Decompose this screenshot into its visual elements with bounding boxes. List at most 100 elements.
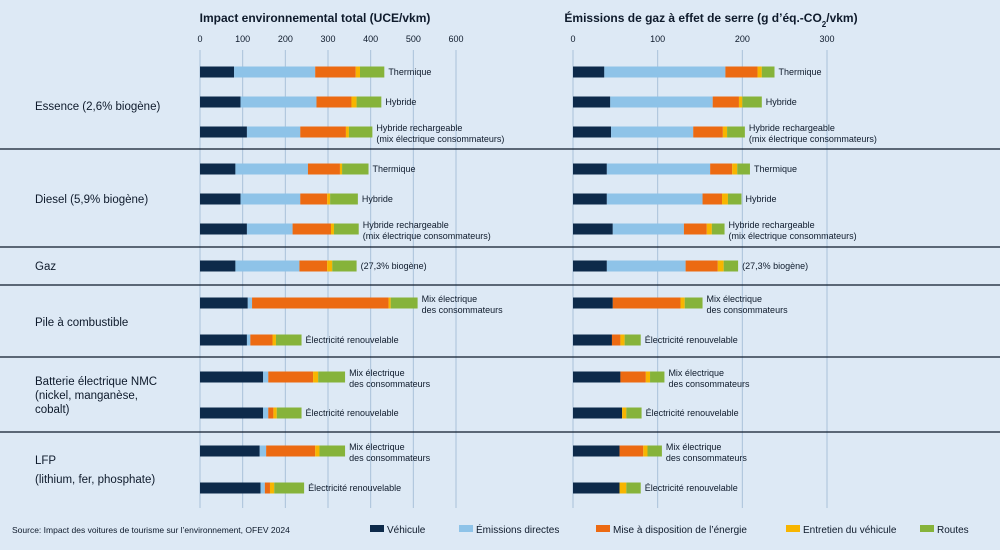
bar-label: Thermique xyxy=(373,164,416,174)
bar-segment-maintenance xyxy=(327,260,333,272)
bar-segment-energy xyxy=(300,193,328,205)
tick-label: 300 xyxy=(819,34,834,44)
bar-segment-roads xyxy=(684,297,703,309)
group-label: Diesel (5,9% biogène) xyxy=(35,194,148,206)
bar-segment-vehicle xyxy=(200,371,264,383)
legend-swatch-vehicle xyxy=(370,525,384,532)
bar-label: (mix électrique consommateurs) xyxy=(363,231,491,241)
bar-label: Hybride xyxy=(385,97,416,107)
bar-segment-energy xyxy=(266,445,316,457)
bar-segment-energy xyxy=(316,96,352,108)
panel-title-ghg: Émissions de gaz à effet de serre (g d’é… xyxy=(564,10,857,29)
bar-segment-roads xyxy=(319,445,346,457)
bar-label: Électricité renouvelable xyxy=(646,408,739,418)
bar-segment-vehicle xyxy=(573,193,607,205)
bar-label: des consommateurs xyxy=(349,379,431,389)
bar-segment-direct xyxy=(234,66,316,78)
panel-title-impact: Impact environnemental total (UCE/vkm) xyxy=(200,11,431,25)
bar-segment-vehicle xyxy=(573,445,620,457)
bar-segment-direct xyxy=(611,126,694,138)
legend-swatch-direct xyxy=(459,525,473,532)
bar-segment-maintenance xyxy=(620,334,625,346)
tick-label: 100 xyxy=(235,34,250,44)
bar-segment-direct xyxy=(246,334,251,346)
legend-label: Mise à disposition de l’énergie xyxy=(613,525,747,536)
bar-segment-direct xyxy=(606,193,703,205)
bar-label: (27,3% biogène) xyxy=(361,261,427,271)
bar-segment-roads xyxy=(742,96,762,108)
bar-label: Thermique xyxy=(754,164,797,174)
bar-segment-maintenance xyxy=(622,407,627,419)
bar-segment-vehicle xyxy=(573,334,612,346)
bar-segment-energy xyxy=(307,163,340,175)
bar-label: des consommateurs xyxy=(668,379,750,389)
bar-segment-roads xyxy=(624,334,641,346)
bar-segment-vehicle xyxy=(200,126,247,138)
bar-segment-direct xyxy=(604,66,726,78)
bar-segment-maintenance xyxy=(269,482,275,494)
bar-segment-direct xyxy=(606,260,686,272)
bar-segment-energy xyxy=(693,126,723,138)
tick-label: 0 xyxy=(197,34,202,44)
bar-segment-maintenance xyxy=(643,445,648,457)
bar-segment-direct xyxy=(263,371,269,383)
bar-segment-direct xyxy=(247,297,253,309)
tick-label: 200 xyxy=(278,34,293,44)
bar-segment-maintenance xyxy=(706,223,712,235)
bar-segment-vehicle xyxy=(200,260,236,272)
bar-segment-maintenance xyxy=(313,371,319,383)
bar-segment-direct xyxy=(259,445,267,457)
bar-segment-vehicle xyxy=(573,482,620,494)
bar-segment-roads xyxy=(318,371,346,383)
bar-segment-vehicle xyxy=(200,482,261,494)
bar-segment-energy xyxy=(619,445,644,457)
bar-segment-roads xyxy=(330,193,358,205)
bar-segment-direct xyxy=(606,163,711,175)
bar-label: Électricité renouvelable xyxy=(645,483,738,493)
bar-label: (mix électrique consommateurs) xyxy=(376,134,504,144)
bar-segment-direct xyxy=(246,126,301,138)
bar-segment-maintenance xyxy=(330,223,334,235)
bar-label: Hybride xyxy=(745,194,776,204)
bar-segment-roads xyxy=(342,163,369,175)
bar-segment-vehicle xyxy=(573,96,611,108)
bar-segment-vehicle xyxy=(573,297,613,309)
group-label: Pile à combustible xyxy=(35,317,128,329)
bar-segment-vehicle xyxy=(200,223,247,235)
source-note: Source: Impact des voitures de tourisme … xyxy=(12,525,290,535)
legend-swatch-energy xyxy=(596,525,610,532)
bar-segment-maintenance xyxy=(339,163,343,175)
bar-segment-maintenance xyxy=(732,163,738,175)
bar-label: des consommateurs xyxy=(666,453,748,463)
bar-segment-energy xyxy=(620,371,646,383)
legend-label: Émissions directes xyxy=(476,523,559,536)
tick-label: 500 xyxy=(406,34,421,44)
bar-segment-energy xyxy=(611,334,621,346)
bar-label: Hybride rechargeable xyxy=(729,220,815,230)
bar-segment-energy xyxy=(300,126,346,138)
bar-segment-roads xyxy=(647,445,662,457)
bar-segment-roads xyxy=(333,223,359,235)
bar-segment-roads xyxy=(360,66,385,78)
bar-segment-energy xyxy=(268,371,314,383)
bar-segment-vehicle xyxy=(573,260,607,272)
bar-segment-direct xyxy=(240,96,317,108)
bar-segment-energy xyxy=(725,66,758,78)
tick-label: 200 xyxy=(735,34,750,44)
bar-label: (mix électrique consommateurs) xyxy=(729,231,857,241)
bar-label: Hybride xyxy=(362,194,393,204)
bar-segment-maintenance xyxy=(645,371,651,383)
bar-label: Hybride xyxy=(766,97,797,107)
bar-segment-roads xyxy=(626,482,641,494)
bar-segment-maintenance xyxy=(717,260,724,272)
bar-segment-vehicle xyxy=(200,163,236,175)
bar-segment-maintenance xyxy=(351,96,357,108)
bar-segment-vehicle xyxy=(200,193,241,205)
bar-label: Mix électrique xyxy=(668,368,724,378)
legend-label: Véhicule xyxy=(387,525,426,536)
bar-segment-energy xyxy=(252,297,389,309)
bar-segment-maintenance xyxy=(327,193,331,205)
bar-segment-direct xyxy=(235,260,300,272)
